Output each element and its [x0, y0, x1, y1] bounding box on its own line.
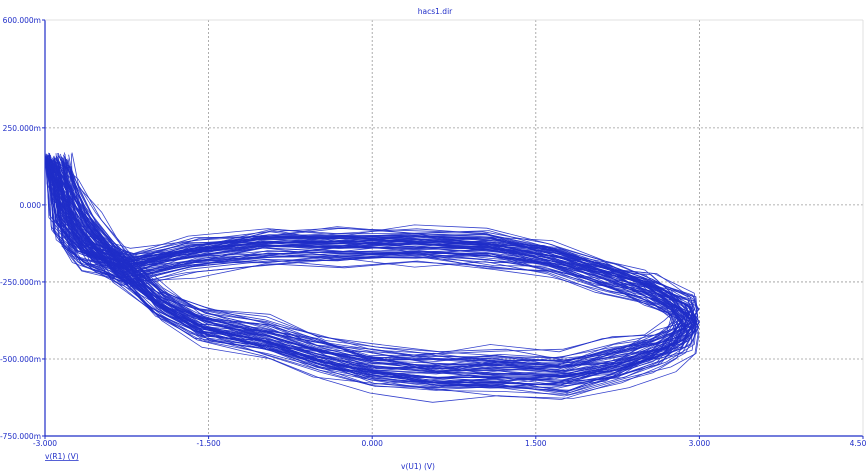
trace-cycle: [57, 153, 682, 372]
trace-cycle: [47, 153, 700, 396]
trace-cycle: [62, 154, 684, 386]
y-tick-label: -750.000m: [0, 432, 41, 441]
trace-cycle: [44, 153, 698, 388]
x-axis-label: v(U1) (V): [401, 462, 435, 471]
x-tick-label: -1.500: [197, 439, 221, 448]
y-tick-label: 600.000m: [3, 16, 41, 25]
y-axis-label: v(R1) (V): [45, 452, 79, 461]
trace-cycle: [47, 164, 699, 399]
y-tick-label: 0.000: [20, 201, 42, 210]
trace-cycle: [51, 164, 695, 355]
x-tick-label: -3.000: [33, 439, 57, 448]
trace-cycle: [55, 156, 683, 383]
axes: [44, 19, 864, 437]
y-tick-label: -500.000m: [0, 355, 41, 364]
chart-title: hacs1.dir: [418, 7, 453, 16]
x-tick-label: 0.000: [361, 439, 383, 448]
trace-cycle: [59, 158, 686, 370]
trace-cycle: [47, 153, 697, 379]
trace-group: [44, 152, 701, 403]
x-tick-label: 3.000: [689, 439, 711, 448]
x-tick-label: 4.50: [850, 439, 867, 448]
y-tick-label: -250.000m: [0, 278, 41, 287]
plot-area: [45, 20, 863, 436]
trace-cycle: [48, 152, 695, 391]
y-tick-label: 250.000m: [3, 124, 41, 133]
trace-cycle: [59, 160, 687, 383]
trace-cycle: [54, 156, 684, 362]
trace-cycle: [44, 162, 694, 378]
tick-labels: -3.000 -1.500 0.000 1.500 3.000 4.50 600.000m 2…: [0, 16, 867, 448]
trace-cycle: [55, 159, 689, 392]
grid: [45, 20, 863, 436]
x-tick-label: 1.500: [525, 439, 547, 448]
trace-cycle: [50, 154, 692, 384]
